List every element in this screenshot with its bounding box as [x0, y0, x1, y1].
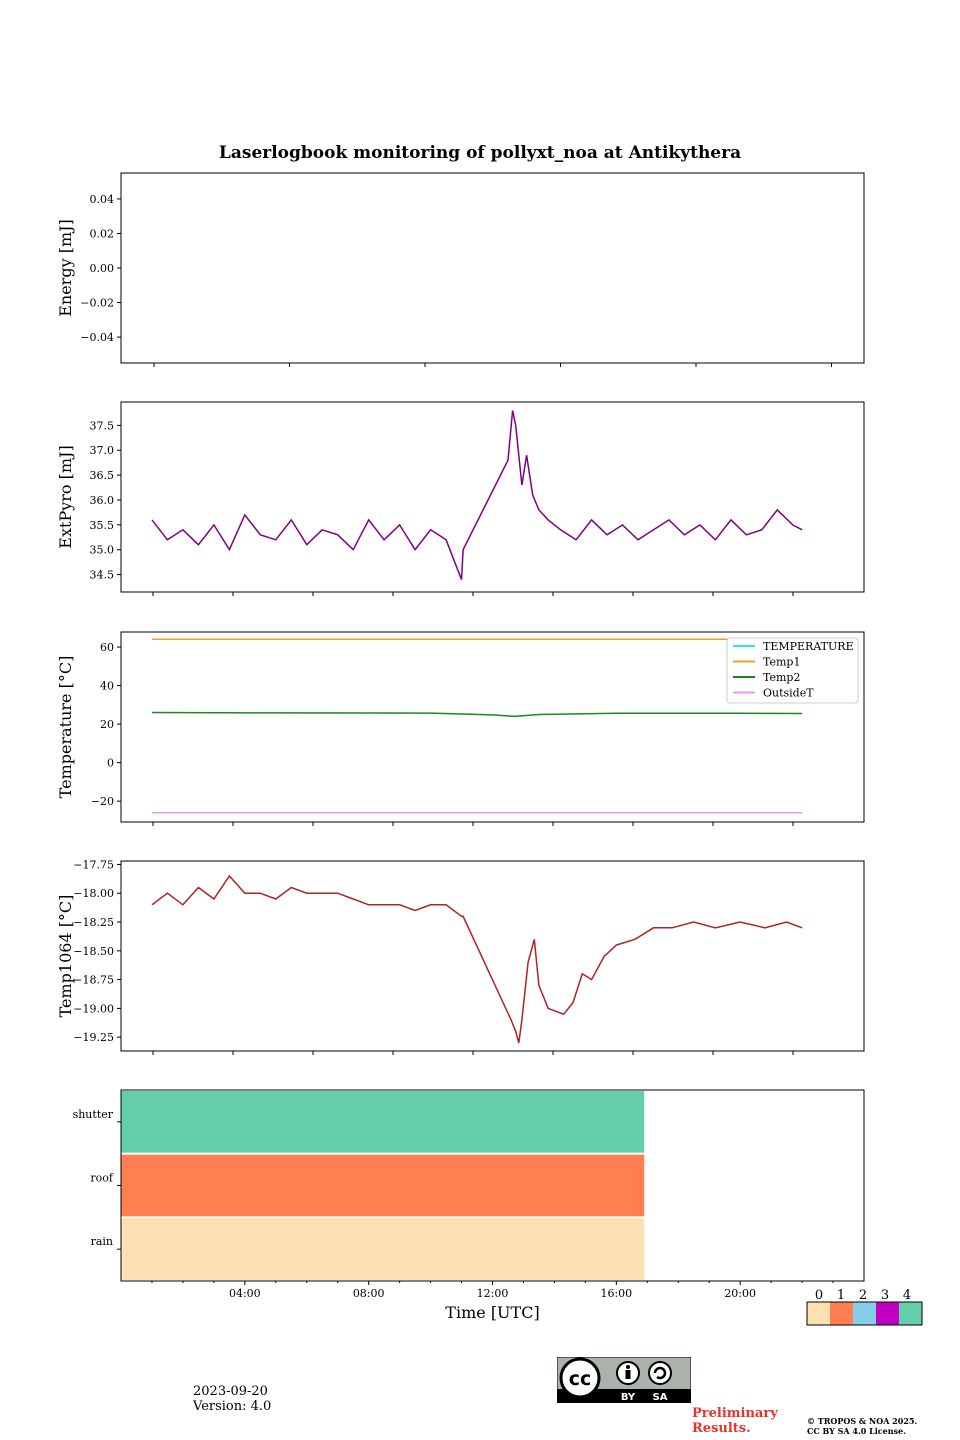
status-segment-roof	[121, 1154, 645, 1217]
y-tick-label: 36.0	[90, 494, 115, 507]
colorbar-cell-1	[830, 1302, 853, 1325]
y-tick-label: −20	[91, 795, 114, 808]
y-tick-label: −18.75	[73, 974, 114, 987]
panel-1: 34.5 35.0 35.5 36.0 36.5 37.0 37.5 ExtPyro [mJ]	[56, 401, 865, 596]
legend-entry: Temp1	[763, 656, 800, 669]
legend-box	[726, 637, 859, 704]
status-panel: rain roof shutter 04:00 08:00 12:00 16:00 20:00…	[73, 1089, 865, 1322]
y-tick-label: 0.00	[90, 262, 115, 275]
x-tick-label: 16:00	[600, 1287, 632, 1300]
status-row-label: shutter	[73, 1108, 114, 1121]
colorbar-label: 0	[815, 1288, 823, 1303]
panels: −0.04 −0.02 0.00 0.02 0.04 Energy [mJ] 34.5 35.…	[56, 172, 923, 1326]
x-tick-label: 12:00	[477, 1287, 509, 1300]
preliminary-results-label: Preliminary Results.	[692, 1406, 778, 1436]
plot-frame	[120, 172, 865, 364]
plot-frame	[120, 631, 865, 823]
svg-text:cc: cc	[569, 1368, 592, 1390]
plot-frame	[120, 860, 865, 1052]
colorbar-label: 2	[859, 1288, 867, 1303]
x-tick-label: 08:00	[353, 1287, 385, 1300]
y-tick-label: 0.04	[90, 193, 115, 206]
y-tick-label: 0.02	[90, 227, 115, 240]
y-tick-label: −0.04	[80, 331, 114, 344]
y-tick-label: −19.25	[73, 1031, 114, 1044]
copyright-line-2: CC BY SA 4.0 License.	[807, 1426, 906, 1436]
y-tick-label: 35.5	[90, 519, 115, 532]
colorbar-cell-4	[899, 1302, 922, 1325]
status-row-label: rain	[91, 1235, 113, 1248]
legend-entry: OutsideT	[763, 687, 814, 700]
y-axis-label: Temperature [°C]	[56, 656, 75, 799]
status-segment-shutter	[121, 1091, 645, 1153]
series-line-3-0	[151, 874, 803, 1044]
cc-sa-label: SA	[653, 1392, 668, 1403]
y-tick-label: 0	[107, 757, 114, 770]
y-axis-label: Energy [mJ]	[56, 219, 75, 317]
status-segment-rain	[121, 1218, 645, 1280]
colorbar-cell-0	[807, 1302, 830, 1325]
colorbar-cell-3	[876, 1302, 899, 1325]
y-tick-label: 20	[100, 718, 114, 731]
y-tick-label: −17.75	[73, 858, 114, 871]
x-tick-label: 04:00	[229, 1287, 261, 1300]
copyright-notice: © TROPOS & NOA 2025. CC BY SA 4.0 Licens…	[807, 1416, 917, 1436]
legend: TEMPERATURE Temp1 Temp2 OutsideT	[726, 637, 859, 704]
y-axis-label: Temp1064 [°C]	[56, 895, 75, 1018]
y-tick-label: 36.5	[90, 469, 115, 482]
colorbar-frame	[806, 1301, 923, 1326]
series-line-1-0	[151, 410, 803, 580]
date-label: 2023-09-20	[193, 1384, 268, 1399]
figure-title: Laserlogbook monitoring of pollyxt_noa a…	[219, 143, 741, 163]
y-axis-label: ExtPyro [mJ]	[56, 445, 75, 548]
y-tick-label: 34.5	[90, 569, 115, 582]
x-tick-label: 20:00	[724, 1287, 756, 1300]
colorbar-label: 4	[903, 1288, 911, 1303]
plot-frame	[120, 401, 865, 593]
copyright-line-1: © TROPOS & NOA 2025.	[807, 1416, 918, 1426]
cc-by-label: BY	[621, 1392, 636, 1403]
y-tick-label: −18.25	[73, 916, 114, 929]
y-tick-label: −0.02	[80, 297, 114, 310]
preliminary-line-2: Results.	[692, 1421, 751, 1436]
panel-2: −20 0 20 40 60 Temperature [°C] TEMPERATURE Tem…	[56, 631, 865, 826]
x-axis-label: Time [UTC]	[445, 1303, 539, 1322]
cc-by-sa-license-logo: cc BY SA	[557, 1357, 691, 1403]
colorbar-label: 1	[837, 1288, 845, 1303]
y-tick-label: 37.0	[90, 444, 115, 457]
version-label: Version: 4.0	[193, 1399, 272, 1414]
colorbar-cell-2	[853, 1302, 876, 1325]
panel-0: −0.04 −0.02 0.00 0.02 0.04 Energy [mJ]	[56, 172, 865, 367]
colorbar-label: 3	[881, 1288, 889, 1303]
y-tick-label: −18.00	[73, 887, 114, 900]
y-tick-label: −18.50	[73, 945, 114, 958]
y-tick-label: 35.0	[90, 544, 115, 557]
series-line-2-2	[151, 711, 803, 718]
legend-entry: TEMPERATURE	[763, 640, 854, 653]
y-tick-label: 60	[100, 641, 114, 654]
y-tick-label: 37.5	[90, 419, 115, 432]
preliminary-line-1: Preliminary	[692, 1406, 778, 1421]
status-row-label: roof	[90, 1172, 114, 1185]
legend-entry: Temp2	[763, 671, 800, 684]
y-tick-label: 40	[100, 680, 114, 693]
y-tick-label: −19.00	[73, 1002, 114, 1015]
panel-3: −19.25 −19.00 −18.75 −18.50 −18.25 −18.00 −17.…	[56, 858, 865, 1055]
